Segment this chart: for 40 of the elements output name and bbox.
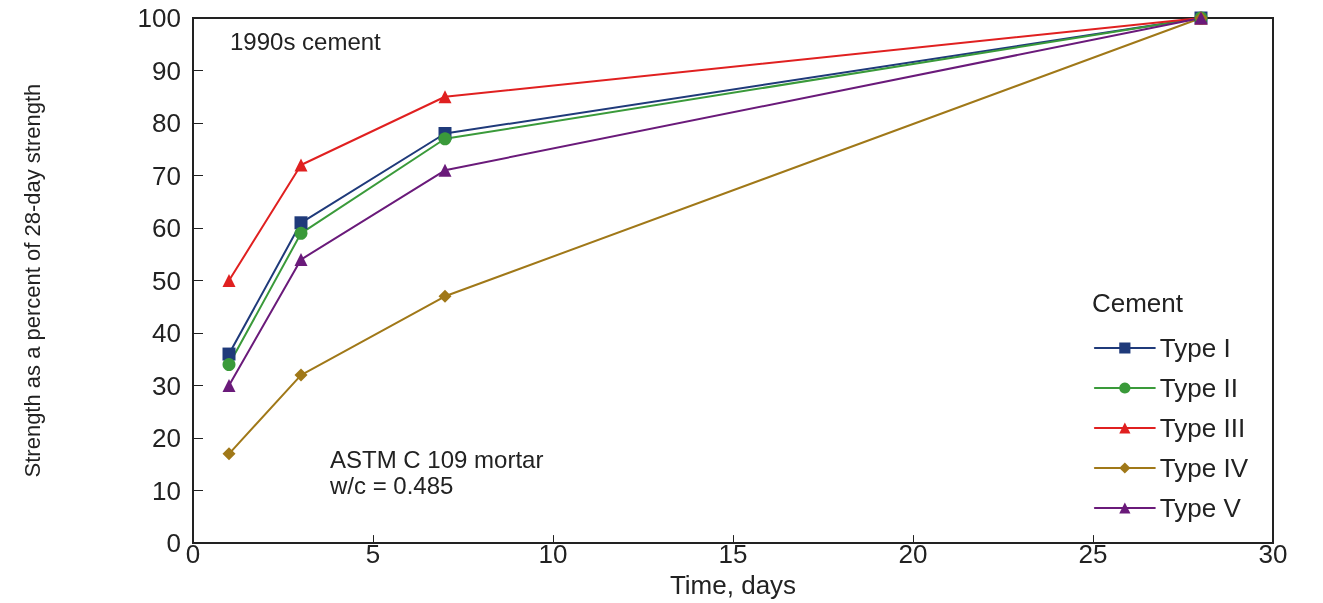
y-tick-label: 30 [152, 370, 181, 401]
point [438, 163, 452, 177]
y-tick-label: 50 [152, 265, 181, 296]
legend-label: Type V [1159, 493, 1242, 523]
x-tick-label: 5 [365, 539, 381, 570]
point [294, 368, 308, 382]
y-tick-label: 40 [152, 318, 181, 349]
x-axis-title: Time, days [669, 570, 797, 600]
y-axis-title: Strength as a percent of 28-day strength [19, 83, 45, 478]
point [222, 274, 236, 288]
legend-label: Type II [1159, 373, 1238, 403]
x-tick-label: 15 [718, 539, 748, 570]
annotation: 1990s cement [230, 27, 382, 55]
x-tick-label: 20 [898, 539, 928, 570]
point [438, 289, 452, 303]
x-tick-label: 25 [1078, 539, 1108, 570]
point [222, 379, 236, 393]
y-tick-label: 20 [152, 423, 181, 454]
x-tick-label: 30 [1258, 539, 1288, 570]
annotation: ASTM C 109 mortar w/c = 0.485 [329, 445, 544, 499]
point [222, 447, 236, 461]
point [294, 253, 308, 267]
legend-label: Type III [1159, 413, 1246, 443]
point [222, 358, 236, 372]
x-tick-label: 10 [538, 539, 568, 570]
x-tick-label: 0 [185, 539, 201, 570]
point [438, 132, 452, 146]
point [294, 226, 308, 240]
point [438, 90, 452, 104]
legend-label: Type IV [1159, 453, 1249, 483]
legend-label: Type I [1159, 333, 1231, 363]
y-tick-label: 60 [152, 213, 181, 244]
y-tick-label: 80 [152, 108, 181, 139]
y-tick-label: 90 [152, 55, 181, 86]
y-tick-label: 70 [152, 160, 181, 191]
legend-title: Cement [1091, 288, 1184, 318]
point [294, 216, 308, 230]
y-tick-label: 10 [152, 475, 181, 506]
y-tick-label: 100 [137, 3, 181, 33]
point [294, 158, 308, 172]
